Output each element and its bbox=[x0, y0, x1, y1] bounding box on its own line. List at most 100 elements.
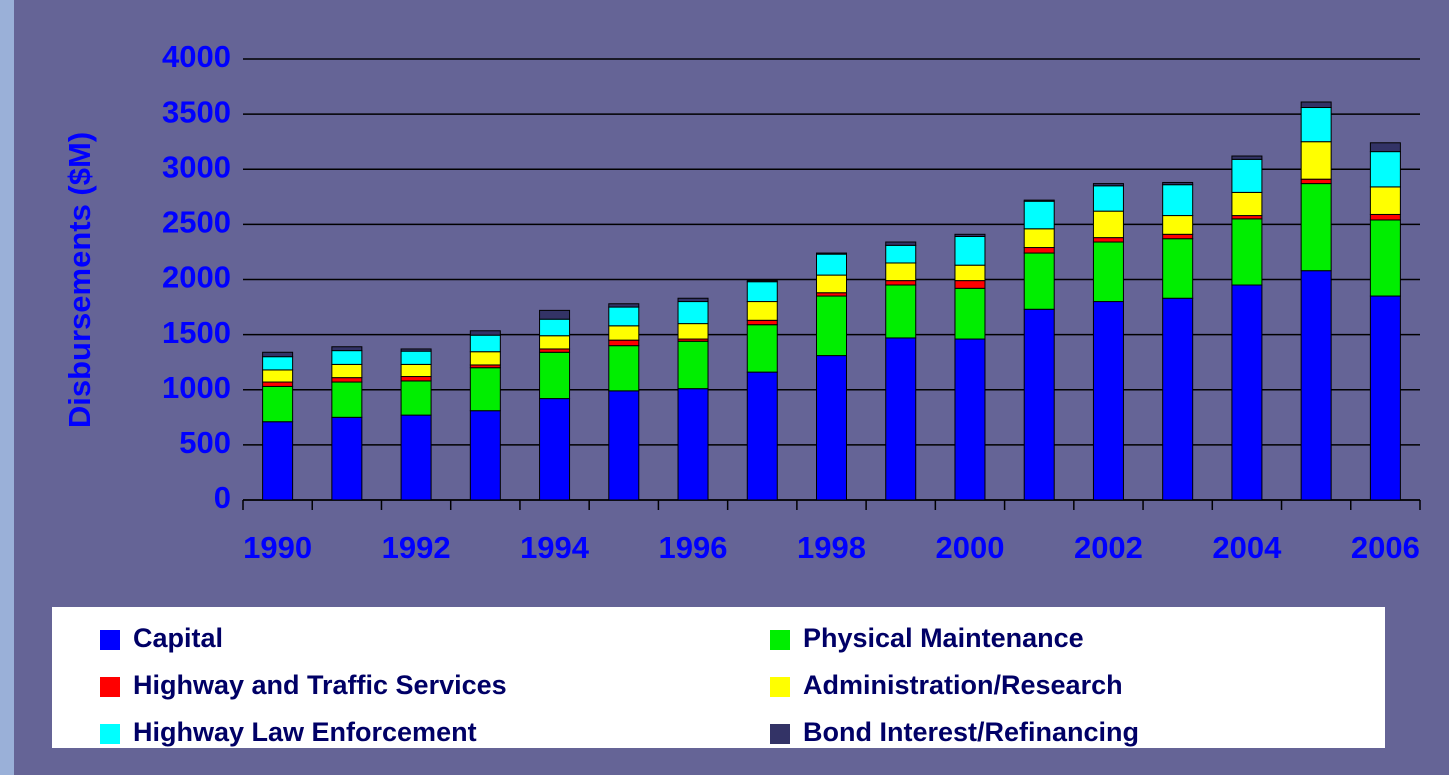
bar-segment bbox=[1092, 301, 1124, 501]
bar-segment bbox=[262, 356, 294, 371]
bar-segment bbox=[954, 280, 986, 289]
bar-segment bbox=[677, 297, 709, 303]
bar-segment bbox=[746, 319, 778, 326]
bar-segment bbox=[608, 325, 640, 341]
bar-segment bbox=[1369, 219, 1401, 297]
bar-segment bbox=[608, 339, 640, 347]
bar-segment bbox=[400, 414, 432, 501]
bar-segment bbox=[746, 280, 778, 283]
bar-segment bbox=[331, 346, 363, 352]
bar-segment bbox=[746, 324, 778, 373]
bar-segment bbox=[469, 367, 501, 412]
legend-swatch bbox=[100, 677, 120, 697]
bar-segment bbox=[816, 274, 847, 294]
bar-segment bbox=[608, 390, 640, 501]
x-tick-label: 1998 bbox=[797, 530, 866, 565]
legend-swatch bbox=[100, 630, 120, 650]
y-axis-label: Disbursements ($M) bbox=[62, 132, 97, 428]
bar-segment bbox=[1023, 228, 1055, 249]
y-tick-label: 3500 bbox=[162, 94, 231, 129]
x-tick-label: 2006 bbox=[1351, 530, 1420, 565]
bar-segment bbox=[885, 262, 917, 282]
bar-segment bbox=[262, 381, 294, 387]
bar-segment bbox=[954, 233, 986, 238]
bar-segment bbox=[1162, 297, 1194, 501]
bar-segment bbox=[608, 306, 640, 327]
bar-segment bbox=[1162, 181, 1194, 186]
bar-segment bbox=[262, 351, 294, 358]
bar-segment bbox=[469, 410, 501, 501]
x-tick-label: 2000 bbox=[935, 530, 1004, 565]
bar-segment bbox=[469, 351, 501, 366]
bar-segment bbox=[469, 330, 501, 336]
bar-segment bbox=[1092, 183, 1124, 187]
bar-segment bbox=[400, 376, 432, 382]
bar-segment bbox=[885, 284, 917, 339]
bar-segment bbox=[677, 388, 709, 501]
legend-label: Physical Maintenance bbox=[803, 623, 1084, 653]
bar-segment bbox=[677, 301, 709, 325]
bar-segment bbox=[1231, 155, 1263, 160]
bar-segment bbox=[400, 380, 432, 416]
bar-segment bbox=[331, 381, 363, 418]
legend-label: Highway Law Enforcement bbox=[133, 717, 477, 747]
bar-segment bbox=[539, 309, 571, 320]
bar-segment bbox=[1023, 252, 1055, 310]
legend-label: Capital bbox=[133, 623, 223, 653]
bar-segment bbox=[400, 348, 432, 352]
legend-box bbox=[52, 607, 1385, 748]
legend-swatch bbox=[100, 724, 120, 744]
bar-segment bbox=[1092, 237, 1124, 243]
legend-swatch bbox=[770, 724, 790, 744]
bar-segment bbox=[1300, 107, 1332, 143]
bar-segment bbox=[954, 264, 986, 282]
bar-segment bbox=[331, 363, 363, 379]
bar-segment bbox=[1300, 101, 1332, 109]
x-tick-label: 1994 bbox=[520, 530, 590, 565]
bar-segment bbox=[1300, 270, 1332, 501]
bar-segment bbox=[400, 363, 432, 378]
y-tick-label: 500 bbox=[179, 425, 231, 460]
bar-segment bbox=[816, 253, 847, 276]
y-tick-label: 2000 bbox=[162, 260, 231, 295]
bar-segment bbox=[1162, 238, 1194, 299]
bar-segment bbox=[469, 334, 501, 353]
y-tick-label: 1500 bbox=[162, 315, 231, 350]
bar-segment bbox=[1369, 213, 1401, 221]
bar-segment bbox=[1092, 241, 1124, 303]
bar-segment bbox=[331, 377, 363, 383]
bar-segment bbox=[331, 416, 363, 501]
legend-label: Highway and Traffic Services bbox=[133, 670, 507, 700]
x-tick-label: 1996 bbox=[659, 530, 728, 565]
bar-segment bbox=[1231, 284, 1263, 501]
bar-segment bbox=[816, 355, 847, 501]
bar-segment bbox=[1369, 142, 1401, 153]
bar-segment bbox=[1231, 191, 1263, 217]
x-tick-label: 2002 bbox=[1074, 530, 1143, 565]
bar-segment bbox=[539, 351, 571, 400]
x-tick-label: 1992 bbox=[382, 530, 451, 565]
bar-segment bbox=[608, 345, 640, 392]
bar-segment bbox=[1023, 308, 1055, 501]
bar-segment bbox=[1092, 185, 1124, 212]
y-tick-label: 4000 bbox=[162, 39, 231, 74]
bar-segment bbox=[1300, 141, 1332, 180]
bar-segment bbox=[1092, 210, 1124, 239]
bar-segment bbox=[885, 244, 917, 264]
bar-segment bbox=[539, 335, 571, 350]
bar-segment bbox=[1231, 218, 1263, 286]
legend-swatch bbox=[770, 630, 790, 650]
bar-segment bbox=[1023, 200, 1055, 230]
bar-segment bbox=[816, 295, 847, 357]
x-tick-label: 2004 bbox=[1212, 530, 1282, 565]
bar-segment bbox=[677, 323, 709, 340]
bar-segment bbox=[262, 421, 294, 501]
bar-segment bbox=[331, 350, 363, 365]
bar-segment bbox=[816, 252, 847, 255]
y-tick-label: 0 bbox=[214, 480, 231, 515]
bar-segment bbox=[1369, 186, 1401, 215]
bar-segment bbox=[262, 369, 294, 383]
bar-segment bbox=[1023, 199, 1055, 202]
bar-segment bbox=[400, 350, 432, 365]
